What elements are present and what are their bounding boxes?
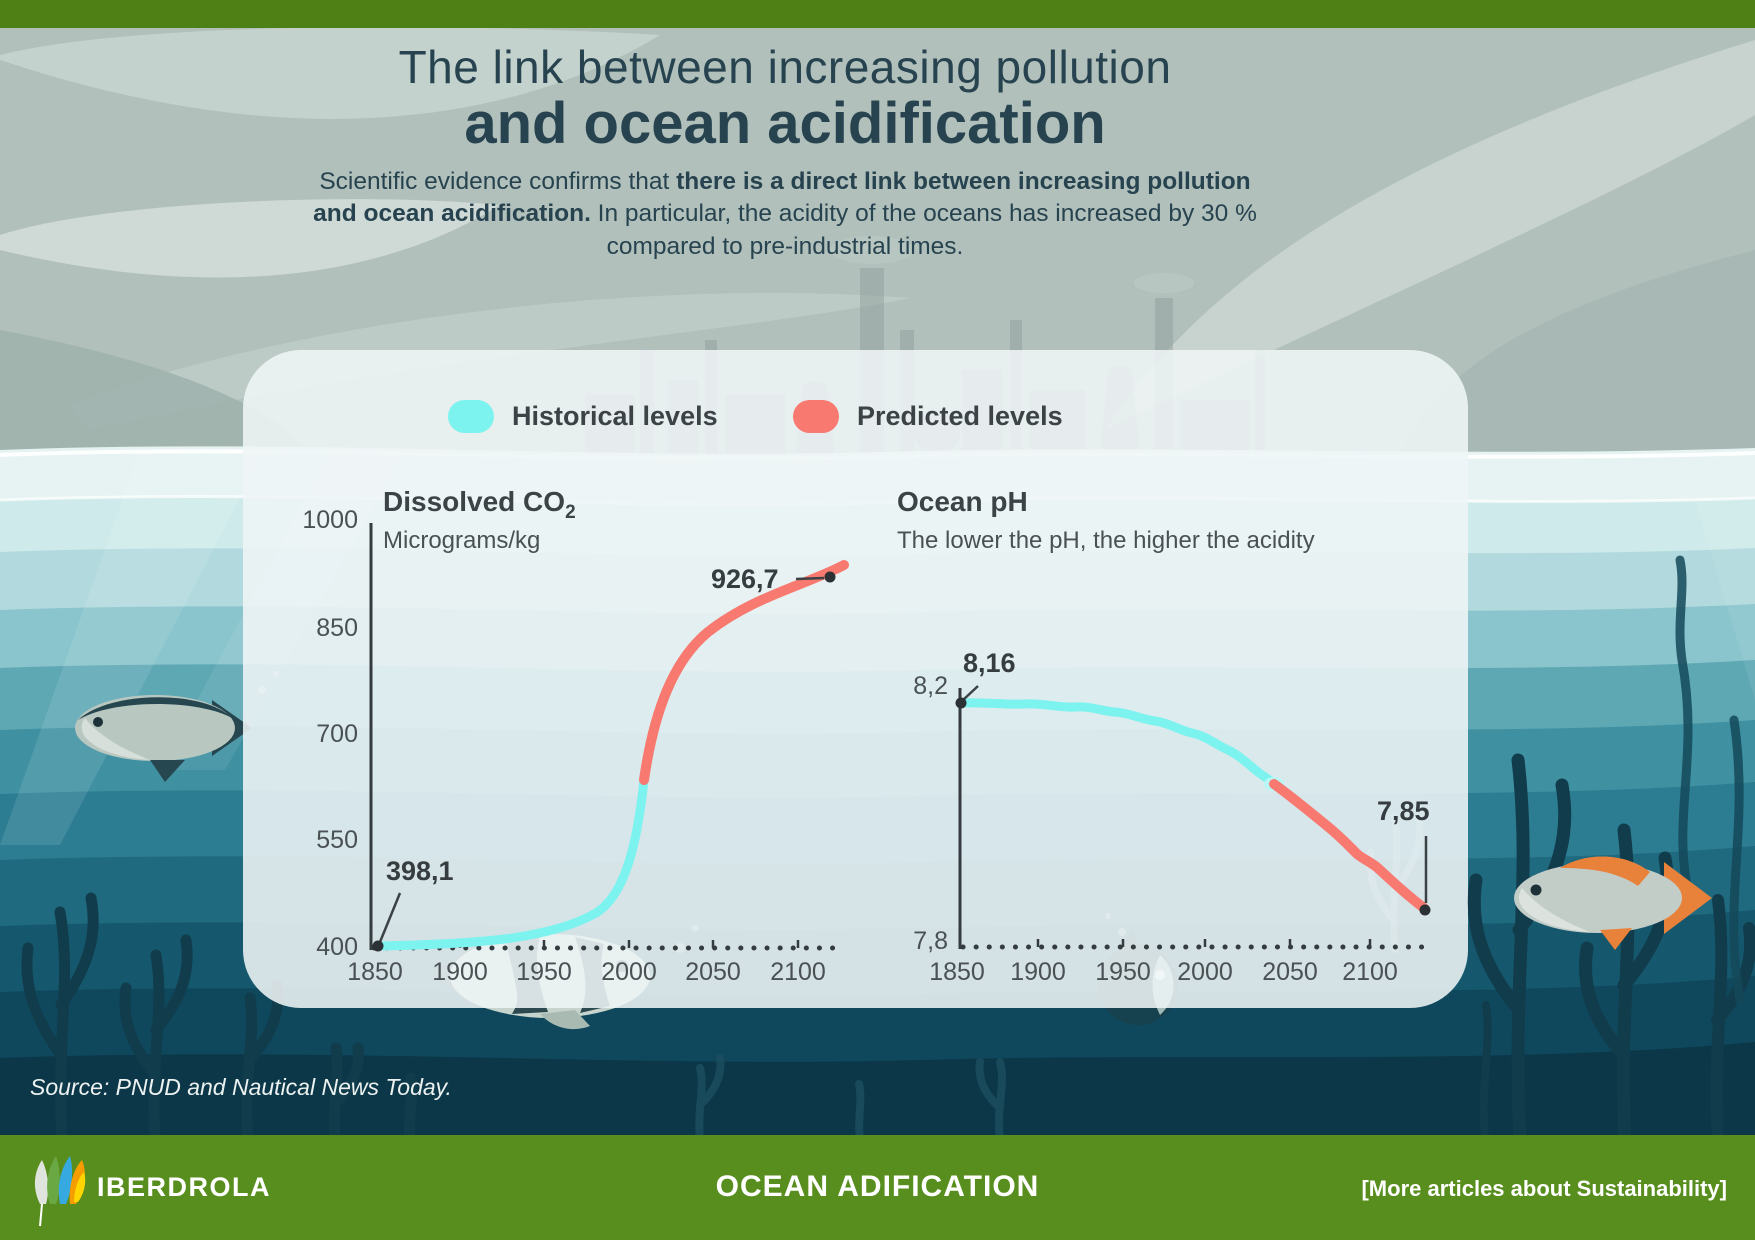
co2-chart-unit: Micrograms/kg	[383, 527, 541, 554]
co2-xtick-1850: 1850	[347, 958, 403, 986]
legend-swatch-historical	[448, 400, 494, 433]
ph-xtick-1900: 1900	[1010, 958, 1066, 986]
co2-ytick-700: 700	[316, 720, 358, 748]
co2-title-text: Dissolved CO	[383, 486, 566, 517]
co2-title-subscript: 2	[565, 502, 576, 523]
coral-right	[1467, 753, 1755, 1147]
legend-swatch-predicted	[793, 400, 839, 433]
sky-swirls	[0, 27, 1755, 455]
co2-ytick-400: 400	[316, 933, 358, 961]
iberdrola-logo-icon	[34, 1156, 86, 1227]
co2-xtick-1950: 1950	[516, 958, 572, 986]
intro-paragraph: Scientific evidence confirms that there …	[310, 166, 1260, 263]
brand-name: IBERDROLA	[97, 1172, 271, 1202]
co2-ytick-1000: 1000	[302, 506, 358, 534]
co2-chart-title: Dissolved CO2	[383, 486, 576, 523]
ph-xtick-1850: 1850	[929, 958, 985, 986]
fish-left	[75, 695, 252, 782]
top-green-strip	[0, 0, 1755, 28]
source-note: Source: PNUD and Nautical News Today.	[30, 1074, 452, 1100]
co2-ytick-550: 550	[316, 826, 358, 854]
co2-ytick-850: 850	[316, 614, 358, 642]
ph-xtick-2100: 2100	[1342, 958, 1398, 986]
fish-right	[1514, 856, 1712, 950]
legend-label-predicted: Predicted levels	[857, 401, 1063, 431]
co2-xtick-1900: 1900	[432, 958, 488, 986]
footer-bar	[0, 1135, 1755, 1240]
ph-xtick-1950: 1950	[1095, 958, 1151, 986]
coral-light-accent	[1366, 811, 1424, 954]
footer-sustainability-link[interactable]: [More articles about Sustainability]	[1361, 1176, 1727, 1201]
ph-chart-subtitle: The lower the pH, the higher the acidity	[897, 527, 1315, 554]
ph-end-value-label: 7,85	[1377, 796, 1430, 826]
footer-title: OCEAN ADIFICATION	[715, 1170, 1040, 1203]
intro-text-normal2: In particular, the acidity of the oceans…	[590, 200, 1257, 260]
page-title-line2: and ocean acidification	[464, 91, 1106, 156]
intro-text-normal1: Scientific evidence confirms that	[319, 168, 677, 195]
co2-start-value-label: 398,1	[386, 856, 454, 886]
legend-label-historical: Historical levels	[512, 401, 718, 431]
coral-left	[21, 892, 418, 1146]
ph-start-value-label: 8,16	[963, 648, 1016, 678]
co2-xtick-2000: 2000	[601, 958, 657, 986]
ph-chart-title: Ocean pH	[897, 486, 1028, 517]
page-title-line1: The link between increasing pollution	[398, 41, 1172, 93]
ph-ytick-7-8: 7,8	[913, 927, 948, 955]
co2-end-value-label: 926,7	[711, 564, 779, 594]
co2-xtick-2050: 2050	[685, 958, 741, 986]
ph-xtick-2050: 2050	[1262, 958, 1318, 986]
intro-text-bold: there is a direct link between increasin…	[313, 168, 1251, 228]
ph-xtick-2000: 2000	[1177, 958, 1233, 986]
ph-ytick-8-2: 8,2	[913, 672, 948, 700]
co2-xtick-2100: 2100	[770, 958, 826, 986]
seaweed-right	[1675, 555, 1745, 1005]
coral-bottom	[695, 1054, 1006, 1144]
